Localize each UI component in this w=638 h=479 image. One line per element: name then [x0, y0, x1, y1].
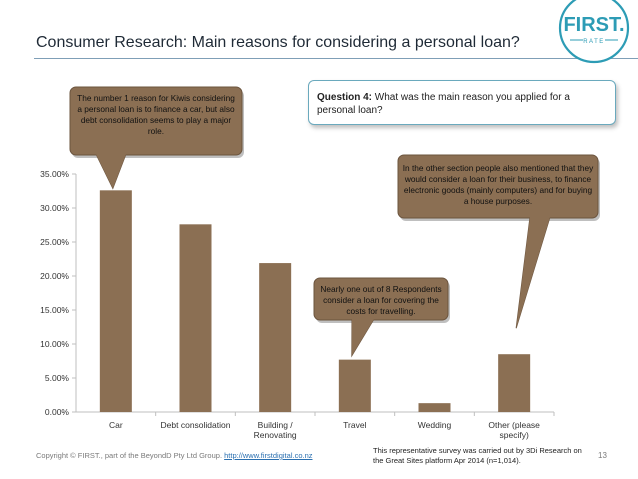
x-tick-label: Debt consolidation — [161, 420, 231, 430]
callout-car — [69, 86, 244, 190]
bar-layer — [99, 190, 531, 412]
logo-ring — [558, 0, 630, 64]
first-rate-logo: FIRST. RATE — [558, 0, 630, 64]
callout-car-pointer-fill — [96, 154, 126, 189]
y-tick-label: 5.00% — [45, 373, 70, 383]
y-tick-label: 35.00% — [40, 169, 69, 179]
survey-note: This representative survey was carried o… — [373, 446, 582, 465]
y-tick-label: 10.00% — [40, 339, 69, 349]
callout-layer — [69, 86, 600, 358]
callout-other — [397, 154, 600, 329]
y-tick-label: 25.00% — [40, 237, 69, 247]
bar-3 — [259, 263, 292, 412]
callout-other-body — [397, 154, 599, 219]
bar-1 — [99, 190, 132, 412]
bar-5 — [418, 403, 451, 412]
callout-travel-body — [313, 277, 449, 321]
logo-text: FIRST. — [563, 14, 624, 36]
x-tick-label: Wedding — [418, 420, 452, 430]
callout-other-pointer-fill — [516, 217, 550, 329]
x-tick-label: Car — [109, 420, 123, 430]
callout-travel-pointer-fill — [351, 319, 374, 356]
callout-car-text: The number 1 reason for Kiwis considerin… — [77, 93, 235, 136]
slide-title: Consumer Research: Main reasons for cons… — [36, 34, 520, 51]
logo-subtext: RATE — [583, 39, 605, 45]
copyright-text: Copyright © FIRST., part of the BeyondD … — [36, 451, 223, 460]
x-tick-label: Other (please specify) — [488, 420, 540, 440]
callout-travel — [313, 277, 450, 358]
title-divider — [34, 58, 638, 59]
callout-travel-text: Nearly one out of 8 Respondents consider… — [320, 284, 442, 316]
x-tick-label: Travel — [343, 420, 366, 430]
y-tick-label: 15.00% — [40, 305, 69, 315]
question-label: Question 4: — [317, 92, 373, 103]
y-tick-label: 20.00% — [40, 271, 69, 281]
callout-other-text: In the other section people also mention… — [402, 163, 594, 206]
y-tick-label: 30.00% — [40, 203, 69, 213]
callout-car-body — [69, 86, 243, 156]
question-box: Question 4: What was the main reason you… — [308, 80, 616, 125]
question-text: What was the main reason you applied for… — [317, 92, 570, 116]
bar-4 — [338, 359, 371, 412]
page-number: 13 — [598, 451, 607, 460]
bar-6 — [498, 354, 531, 412]
axis-layer: 0.00% 5.00% 10.00% 15.00% 20.00% 25.00% 30.00%… — [40, 169, 555, 440]
website-link[interactable]: http://www.firstdigital.co.nz — [224, 451, 313, 460]
x-tick-label: Building / Renovating — [254, 420, 297, 440]
bar-2 — [179, 224, 212, 412]
y-tick-label: 0.00% — [45, 407, 70, 417]
footer-copyright: Copyright © FIRST., part of the BeyondD … — [36, 451, 313, 460]
